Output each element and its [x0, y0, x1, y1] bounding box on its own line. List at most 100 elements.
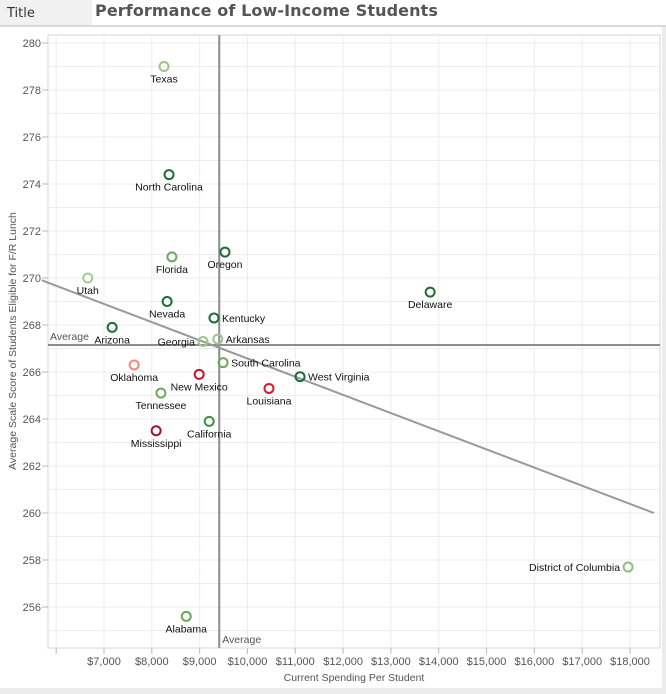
- y-tick-label: 256: [23, 602, 41, 614]
- point-label: Nevada: [149, 309, 185, 321]
- point-label: Alabama: [166, 623, 208, 635]
- x-axis-title: Current Spending Per Student: [284, 672, 425, 684]
- y-tick-label: 278: [23, 85, 41, 97]
- scroll-edge: [662, 27, 666, 688]
- point-marker[interactable]: [263, 382, 275, 394]
- point-marker[interactable]: [294, 371, 306, 383]
- y-tick-label: 276: [23, 132, 41, 144]
- x-average-label: Average: [222, 634, 261, 646]
- bottom-edge: [0, 688, 666, 694]
- point-label: Arizona: [94, 334, 130, 346]
- title-tag: Title: [0, 0, 92, 25]
- x-tick-label: $11,000: [276, 656, 315, 668]
- data-point-alabama[interactable]: Alabama: [166, 610, 208, 636]
- y-tick-label: 262: [23, 461, 41, 473]
- y-tick-label: 274: [23, 179, 41, 191]
- chart-title: Performance of Low-Income Students: [95, 1, 438, 20]
- data-point-tennessee[interactable]: Tennessee: [136, 387, 187, 413]
- point-label: Oklahoma: [110, 372, 158, 384]
- data-point-arizona[interactable]: Arizona: [94, 321, 130, 347]
- point-marker[interactable]: [82, 272, 94, 284]
- point-label: New Mexico: [171, 381, 228, 393]
- point-label: District of Columbia: [529, 562, 620, 574]
- data-point-texas[interactable]: Texas: [150, 61, 178, 86]
- data-point-nevada[interactable]: Nevada: [149, 296, 185, 321]
- point-label: West Virginia: [308, 372, 370, 384]
- point-label: South Carolina: [231, 358, 301, 370]
- x-tick-label: $10,000: [228, 656, 268, 668]
- x-tick-label: $14,000: [419, 656, 459, 668]
- y-tick-label: 264: [23, 414, 41, 426]
- data-point-arkansas[interactable]: Arkansas: [212, 333, 270, 346]
- data-point-district-of-columbia[interactable]: District of Columbia: [529, 561, 634, 574]
- y-tick-label: 272: [23, 226, 41, 238]
- x-tick-label: $8,000: [135, 656, 169, 668]
- y-tick-label: 266: [23, 367, 41, 379]
- point-label: Tennessee: [136, 400, 187, 412]
- point-marker[interactable]: [155, 387, 167, 399]
- title-bar: Title Performance of Low-Income Students: [0, 0, 666, 27]
- data-point-mississippi[interactable]: Mississippi: [131, 425, 182, 450]
- point-marker[interactable]: [128, 359, 140, 371]
- point-label: Louisiana: [246, 395, 291, 407]
- trend-line-group: [41, 279, 655, 514]
- point-marker[interactable]: [208, 312, 220, 324]
- point-marker[interactable]: [106, 321, 118, 333]
- point-marker[interactable]: [197, 335, 209, 347]
- point-marker[interactable]: [163, 169, 175, 181]
- point-marker[interactable]: [166, 251, 178, 263]
- data-point-north-carolina[interactable]: North Carolina: [135, 169, 203, 194]
- data-point-west-virginia[interactable]: West Virginia: [294, 371, 370, 384]
- point-marker[interactable]: [203, 415, 215, 427]
- data-point-florida[interactable]: Florida: [156, 251, 188, 276]
- x-tick-label: $13,000: [371, 656, 411, 668]
- data-point-south-carolina[interactable]: South Carolina: [217, 357, 301, 370]
- y-axis: 256 258 260 262 264 266 268 270 272 274 276 278 280: [23, 38, 48, 614]
- x-tick-label: $12,000: [323, 656, 363, 668]
- point-marker[interactable]: [622, 561, 634, 573]
- point-marker[interactable]: [219, 246, 231, 258]
- point-label: Arkansas: [226, 334, 270, 346]
- point-label: Georgia: [158, 336, 196, 348]
- data-point-new-mexico[interactable]: New Mexico: [171, 368, 228, 394]
- x-tick-label: $15,000: [467, 656, 507, 668]
- trend-line: [41, 279, 655, 514]
- data-point-oklahoma[interactable]: Oklahoma: [110, 359, 158, 384]
- point-marker[interactable]: [161, 296, 173, 307]
- y-tick-label: 260: [23, 508, 41, 520]
- point-marker[interactable]: [180, 610, 192, 622]
- gridlines: [48, 35, 660, 648]
- data-point-kentucky[interactable]: Kentucky: [208, 312, 266, 325]
- y-tick-label: 268: [23, 320, 41, 332]
- point-label: Utah: [77, 285, 99, 297]
- y-average-label: Average: [50, 331, 89, 343]
- point-marker[interactable]: [217, 357, 229, 369]
- data-point-oregon[interactable]: Oregon: [207, 246, 243, 272]
- data-point-california[interactable]: California: [187, 415, 232, 441]
- point-marker[interactable]: [150, 425, 162, 437]
- point-label: Florida: [156, 264, 188, 276]
- plot-area: [47, 34, 661, 649]
- point-marker[interactable]: [158, 61, 170, 72]
- point-label: California: [187, 428, 232, 440]
- x-tick-label: $18,000: [610, 656, 650, 668]
- y-tick-label: 270: [23, 273, 41, 285]
- point-label: Texas: [150, 74, 177, 86]
- data-points: Texas North Carolina Florida Oregon Utah Neva…: [77, 61, 634, 636]
- data-point-utah[interactable]: Utah: [77, 272, 99, 298]
- x-tick-label: $9,000: [183, 656, 217, 668]
- point-marker[interactable]: [424, 286, 436, 298]
- x-tick-label: $17,000: [562, 656, 602, 668]
- y-tick-label: 258: [23, 555, 41, 567]
- point-label: Kentucky: [222, 313, 266, 325]
- point-marker[interactable]: [212, 333, 224, 345]
- data-point-georgia[interactable]: Georgia: [158, 335, 209, 348]
- data-point-louisiana[interactable]: Louisiana: [246, 382, 292, 408]
- point-label: Delaware: [408, 299, 453, 311]
- data-point-delaware[interactable]: Delaware: [408, 286, 453, 312]
- reference-lines: Average Average: [48, 35, 660, 648]
- y-axis-title: Average Scale Score of Students Eligible…: [7, 212, 19, 470]
- point-marker[interactable]: [193, 368, 205, 380]
- x-axis: $7,000 $8,000 $9,000 $10,000 $11,000 $12,000 $…: [55, 648, 650, 668]
